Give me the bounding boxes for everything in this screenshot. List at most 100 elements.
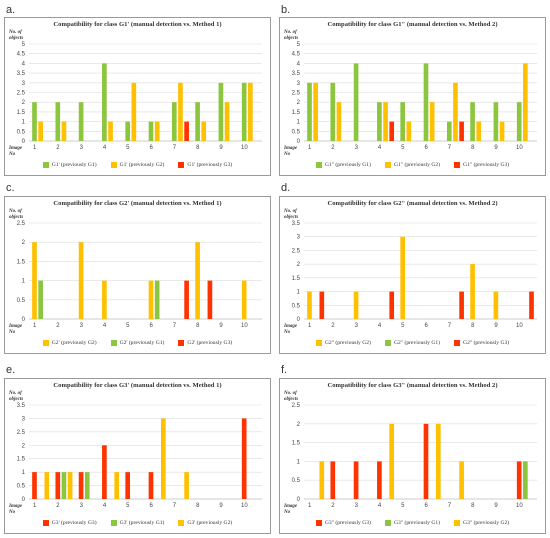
bar xyxy=(55,102,61,141)
bar xyxy=(336,102,342,141)
x-tick-label: 5 xyxy=(401,145,405,151)
y-tick-label: 0 xyxy=(297,497,301,503)
y-tick-label: 1.5 xyxy=(17,259,26,265)
legend-label: G3' (previously G1) xyxy=(119,520,165,526)
legend-item: G2' (previously G3) xyxy=(178,340,232,346)
y-tick-label: 0.5 xyxy=(17,129,26,135)
legend-item: G3" (previously G2) xyxy=(454,520,509,526)
bar xyxy=(241,82,247,141)
bar xyxy=(160,418,166,499)
y-tick-label: 0.5 xyxy=(17,298,26,304)
bar xyxy=(32,242,37,319)
bar xyxy=(78,102,84,141)
bar xyxy=(224,102,230,141)
y-axis-label: No. of objects xyxy=(9,209,24,220)
legend: G3' (previously G3) G3' (previously G1) G3… xyxy=(5,520,270,526)
y-tick-label: 3 xyxy=(297,235,301,241)
y-tick-label: 5 xyxy=(297,42,301,48)
y-axis-label: No. of objects xyxy=(9,391,24,402)
bar xyxy=(446,121,452,141)
x-tick-label: 1 xyxy=(33,503,37,509)
bar xyxy=(44,472,50,499)
x-tick-label: 3 xyxy=(355,503,359,509)
chart-title: Compatibility for class G1' (manual dete… xyxy=(53,21,222,28)
bar xyxy=(195,242,200,319)
x-tick-label: 5 xyxy=(126,323,130,329)
bar xyxy=(241,418,247,499)
bar xyxy=(61,121,67,141)
y-tick-label: 2 xyxy=(297,422,301,428)
chart-title: Compatibility for class G2' (manual dete… xyxy=(53,200,222,207)
legend-item: G1" (previously G3) xyxy=(454,162,509,168)
chart-panel-c: Compatibility for class G2' (manual dete… xyxy=(4,196,271,354)
panel-letter-d: d. xyxy=(281,182,291,194)
bar xyxy=(148,472,154,499)
x-tick-label: 3 xyxy=(355,145,359,151)
legend-swatch xyxy=(42,520,49,526)
chart-title: Compatibility for class G3' (manual dete… xyxy=(53,382,222,389)
x-tick-label: 6 xyxy=(149,503,153,509)
x-tick-label: 5 xyxy=(126,503,130,509)
bar xyxy=(476,121,482,141)
x-tick-label: 2 xyxy=(56,145,60,151)
y-tick-label: 0 xyxy=(22,139,26,145)
y-tick-label: 4 xyxy=(22,61,26,67)
legend-item: G3" (previously G1) xyxy=(384,520,440,526)
legend-label: G1' (previously G1) xyxy=(51,162,97,168)
x-tick-label: 6 xyxy=(149,145,153,151)
legend-swatch xyxy=(42,162,49,168)
legend-label: G1" (previously G3) xyxy=(463,162,510,168)
y-tick-label: 5 xyxy=(22,42,26,48)
chart-panel-a: Compatibility for class G1' (manual dete… xyxy=(4,17,271,176)
bar xyxy=(423,63,429,141)
bar xyxy=(406,121,412,141)
bar xyxy=(423,423,429,499)
legend-label: G2' (previously G1) xyxy=(119,340,165,346)
y-tick-label: 0.5 xyxy=(17,484,26,490)
x-tick-label: 4 xyxy=(378,503,382,509)
bar xyxy=(493,102,499,141)
bar xyxy=(499,121,505,141)
legend-label: G1" (previously G1) xyxy=(324,162,371,168)
y-tick-label: 1 xyxy=(22,120,26,126)
x-tick-label: 7 xyxy=(173,503,177,509)
bar xyxy=(154,280,160,319)
legend-item: G3" (previously G3) xyxy=(315,520,371,526)
bar xyxy=(55,472,61,499)
bar xyxy=(459,121,464,141)
y-tick-label: 3 xyxy=(22,416,26,422)
y-tick-label: 0 xyxy=(22,497,26,503)
bar xyxy=(32,472,37,499)
bar xyxy=(459,291,464,319)
legend-swatch xyxy=(454,520,461,526)
y-tick-label: 3 xyxy=(297,81,301,87)
chart-panel-b: Compatibility for class G1" (manual dete… xyxy=(279,17,546,176)
legend-label: G2" (previously G3) xyxy=(463,340,510,346)
y-tick-label: 2.5 xyxy=(292,91,301,97)
x-tick-label: 4 xyxy=(378,145,382,151)
panel-letter-e: e. xyxy=(6,364,16,376)
x-tick-label: 9 xyxy=(494,145,498,151)
x-tick-label: 7 xyxy=(448,503,452,509)
chart-svg: 0 0.5 1 1.5 2 2.5 3 3.5 4 4.5 5 1 2 3 4 5 6 7 8 9 10 xyxy=(17,42,262,151)
y-tick-label: 1.5 xyxy=(292,110,301,116)
x-tick-label: 4 xyxy=(378,323,382,329)
legend-item: G1" (previously G1) xyxy=(315,162,371,168)
legend-label: G2" (previously G1) xyxy=(393,340,441,346)
chart-panel-d: Compatibility for class G2" (manual dete… xyxy=(279,196,546,354)
chart-panel-e: Compatibility for class G3' (manual dete… xyxy=(4,378,271,534)
y-tick-label: 2.5 xyxy=(292,248,301,254)
y-tick-label: 1 xyxy=(297,290,301,296)
bar xyxy=(125,121,131,141)
x-tick-label: 10 xyxy=(241,145,248,151)
x-tick-label: 10 xyxy=(516,145,523,151)
bar xyxy=(319,461,325,499)
chart-svg: 0 0.5 1 1.5 2 2.5 1 2 3 4 5 6 7 8 9 10 xyxy=(17,221,262,329)
x-tick-label: 9 xyxy=(219,323,223,329)
x-tick-label: 2 xyxy=(331,145,335,151)
legend-label: G1" (previously G2) xyxy=(393,162,441,168)
y-tick-label: 2 xyxy=(22,443,26,449)
legend: G1' (previously G1) G1' (previously G2) G1… xyxy=(5,162,270,168)
legend-label: G3' (previously G2) xyxy=(187,520,233,526)
bar xyxy=(400,102,406,141)
